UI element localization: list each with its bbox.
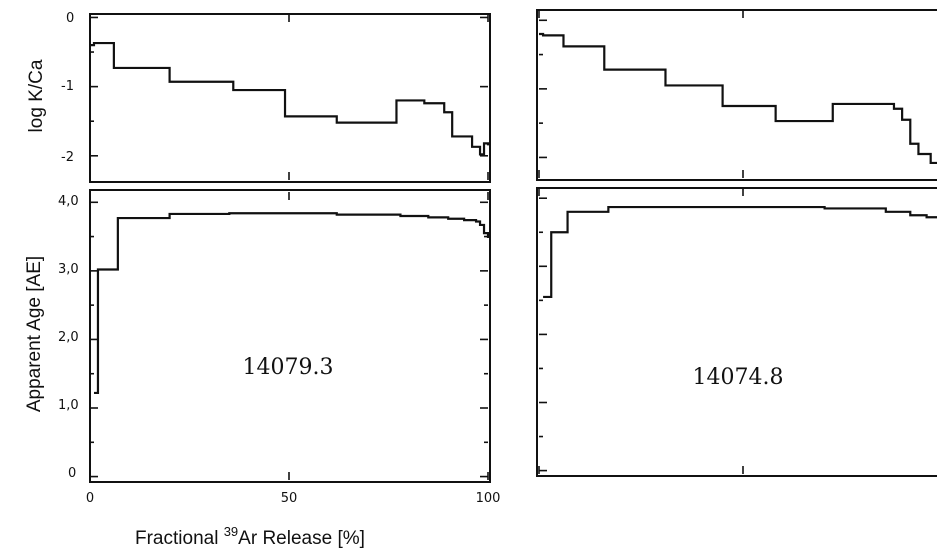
panel-frame-left-bottom — [89, 189, 491, 483]
xtick-100: 100 — [476, 491, 501, 506]
x-axis-title-prefix: Fractional — [135, 528, 224, 549]
x-axis-title: Fractional 39Ar Release [%] — [135, 524, 365, 549]
ytick-bottom-2: 2,0 — [58, 330, 79, 345]
axis-ticks — [89, 10, 744, 480]
series-left-top — [90, 41, 490, 156]
ytick-bottom-1: 1,0 — [58, 398, 79, 413]
y-axis-title-top: log K/Ca — [26, 59, 47, 132]
sample-label-right: 14074.8 — [693, 365, 784, 390]
series-right-top — [539, 32, 937, 165]
panel-frame-right-bottom — [536, 187, 937, 477]
ytick-bottom-3: 3,0 — [58, 262, 79, 277]
xtick-0: 0 — [86, 491, 94, 506]
sample-label-left: 14079.3 — [243, 355, 334, 380]
xtick-50: 50 — [281, 491, 298, 506]
ytick-bottom-0: 0 — [68, 466, 76, 481]
x-axis-title-suffix: Ar Release [%] — [238, 528, 365, 549]
x-axis-title-sup: 39 — [224, 524, 238, 539]
panel-frame-left-top — [89, 13, 491, 183]
ytick-top-0: 0 — [66, 11, 74, 26]
y-axis-title-bottom: Apparent Age [AE] — [24, 256, 45, 412]
ytick-bottom-4: 4,0 — [58, 194, 79, 209]
ytick-top-2: -2 — [61, 150, 74, 165]
panel-frame-right-top — [536, 9, 937, 181]
data-series — [90, 32, 937, 395]
series-left-bottom — [93, 212, 490, 395]
ytick-top-1: -1 — [61, 79, 74, 94]
series-right-bottom — [543, 205, 937, 299]
